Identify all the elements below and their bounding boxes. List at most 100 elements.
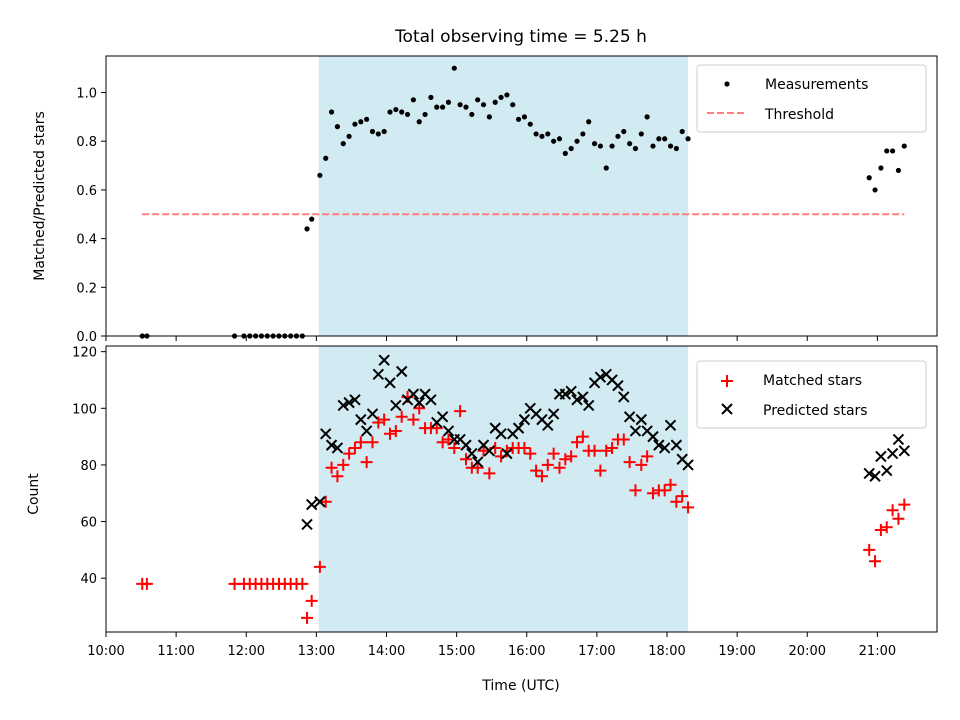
- measurement-point: [309, 216, 315, 222]
- matched-star-point: [880, 521, 893, 534]
- predicted-star-point: [460, 439, 472, 451]
- measurement-point: [304, 226, 310, 232]
- predicted-star-point: [618, 391, 630, 403]
- measurement-point: [551, 138, 557, 144]
- matched-star-point: [898, 498, 911, 511]
- measurement-point: [545, 131, 551, 137]
- predicted-star-point: [436, 411, 449, 423]
- x-tick-label: 10:00: [87, 644, 124, 659]
- measurement-point: [539, 133, 545, 139]
- matched-star-point: [360, 456, 373, 469]
- predicted-star-point: [442, 425, 455, 437]
- predicted-star-point: [881, 464, 893, 477]
- matched-star-point: [296, 577, 309, 590]
- matched-star-point: [565, 450, 578, 463]
- predicted-star-point: [366, 408, 379, 420]
- measurement-point: [328, 109, 335, 115]
- predicted-star-point: [542, 419, 554, 431]
- matched-star-point: [869, 555, 882, 568]
- matched-star-point: [886, 504, 899, 517]
- bottom-y-tick-label: 120: [72, 346, 97, 361]
- predicted-star-point: [670, 439, 683, 451]
- measurement-point: [667, 143, 674, 149]
- top-y-tick-label: 0.0: [76, 330, 97, 345]
- measurement-point: [404, 111, 411, 118]
- predicted-star-point: [623, 411, 636, 423]
- measurement-point: [562, 150, 568, 156]
- predicted-star-point: [863, 467, 875, 480]
- x-tick-label: 21:00: [859, 644, 896, 659]
- predicted-star-point: [869, 470, 881, 482]
- measurement-point: [410, 97, 416, 103]
- matched-star-point: [389, 424, 402, 437]
- measurement-point: [603, 165, 609, 171]
- matched-star-point: [378, 413, 391, 426]
- matched-star-point: [571, 436, 584, 449]
- x-tick-label: 20:00: [789, 644, 826, 659]
- predicted-star-point: [384, 377, 396, 389]
- measurement-point: [901, 143, 907, 149]
- measurement-point: [895, 167, 902, 174]
- predicted-star-point: [518, 413, 531, 426]
- top-legend: Measurements Threshold: [696, 64, 927, 133]
- top-legend-box: [696, 64, 927, 133]
- matched-star-point: [559, 453, 572, 466]
- top-x-ticks: [105, 336, 878, 341]
- measurement-point: [387, 109, 393, 115]
- predicted-star-point: [594, 371, 607, 383]
- measurement-point: [878, 165, 884, 171]
- measurement-point: [434, 104, 440, 110]
- top-y-tick-label: 0.8: [76, 135, 97, 150]
- matched-star-point: [553, 461, 566, 474]
- matched-star-point: [337, 458, 350, 471]
- measurement-point: [492, 99, 498, 105]
- matched-star-point: [600, 444, 613, 457]
- measurement-point: [375, 131, 381, 137]
- top-y-ticks: 0.0 0.2 0.4 0.6 0.8 1.0: [76, 87, 106, 345]
- measurement-point: [364, 116, 370, 122]
- measurement-point: [586, 119, 592, 125]
- top-axes-frame: [105, 55, 938, 337]
- predicted-star-point: [664, 419, 677, 431]
- matched-star-point: [658, 484, 671, 497]
- matched-star-point: [617, 433, 630, 446]
- matched-star-point: [454, 405, 467, 418]
- predicted-star-point: [582, 399, 595, 412]
- predicted-star-point: [355, 413, 367, 426]
- x-tick-label: 14:00: [368, 644, 405, 659]
- matched-star-point: [407, 413, 420, 426]
- matched-star-point: [629, 484, 642, 497]
- measurement-point: [451, 65, 457, 71]
- measurement-point: [521, 114, 528, 120]
- predicted-star-point: [343, 396, 355, 409]
- measurement-point: [486, 114, 492, 120]
- top-y-tick-label: 0.2: [76, 281, 97, 296]
- top-y-tick-label: 0.6: [76, 184, 97, 199]
- matched-star-point: [313, 560, 326, 573]
- legend-measurements-label: Measurements: [765, 77, 868, 93]
- bottom-y-ticks: 40 60 80 100 120: [72, 346, 106, 587]
- predicted-star-point: [320, 428, 332, 440]
- measurement-point: [685, 136, 691, 142]
- matched-star-point: [395, 410, 408, 423]
- measurement-point: [422, 111, 428, 118]
- bottom-legend-box: [696, 360, 927, 429]
- x-tick-label: 18:00: [648, 644, 685, 659]
- predicted-star-point: [331, 442, 344, 454]
- x-tick-label: 17:00: [578, 644, 615, 659]
- matched-star-point: [343, 447, 356, 460]
- matched-star-point: [664, 478, 677, 491]
- measurement-point: [638, 131, 644, 137]
- matched-star-point: [892, 512, 905, 525]
- matched-star-point: [547, 447, 560, 460]
- top-y-tick-label: 1.0: [76, 87, 97, 102]
- measurement-point: [393, 106, 399, 113]
- predicted-star-point: [653, 439, 665, 451]
- bottom-x-ticks: 10:00 11:00 12:00 13:00 14:00 15:00 16:00 17:00…: [87, 632, 896, 659]
- measurement-point: [469, 111, 475, 118]
- matched-star-point: [676, 490, 689, 503]
- predicted-star-point: [483, 445, 496, 457]
- matched-star-point: [518, 441, 531, 454]
- matched-star-point: [448, 441, 461, 454]
- matched-star-point: [366, 436, 379, 449]
